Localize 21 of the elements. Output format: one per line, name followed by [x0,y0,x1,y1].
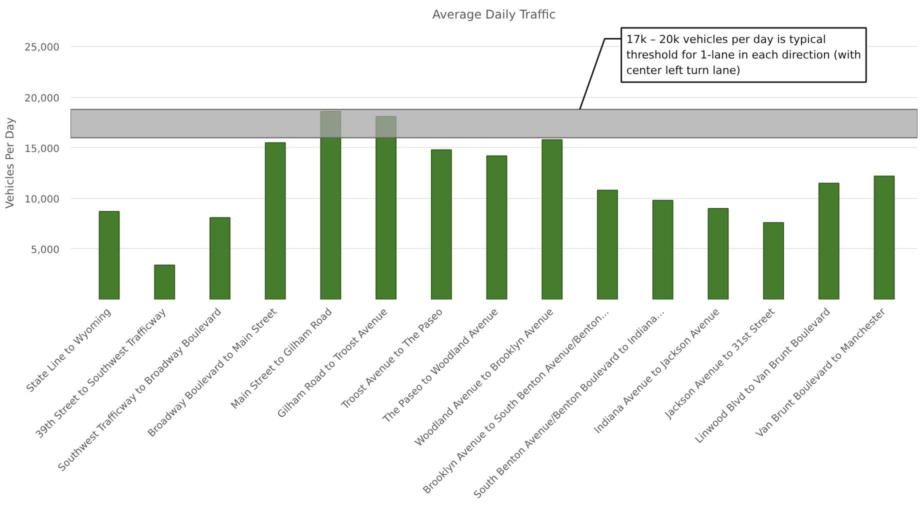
bar [264,142,286,300]
bar [874,176,895,300]
bar [98,211,120,300]
bar [486,155,508,300]
bar [430,149,452,300]
y-tick-label: 15,000 [24,144,60,155]
bar [708,208,729,300]
y-tick-label: 10,000 [24,194,60,206]
y-tick-label: 5,000 [30,244,60,256]
chart-title: Average Daily Traffic [432,8,556,22]
bar [652,200,674,300]
y-tick-label: 25,000 [24,42,60,54]
bar [818,182,840,300]
y-tick-label: 20,000 [24,93,60,104]
bar [597,190,618,300]
bar [763,222,784,300]
y-axis-title: Vehicles Per Day [4,116,17,209]
bar [210,217,230,300]
bar [154,264,176,300]
band-label: 17k – 20k vehicles per day is typical threshold for 1-lane in each direction (with center left turn lane) [626,32,862,78]
bar [542,139,563,300]
